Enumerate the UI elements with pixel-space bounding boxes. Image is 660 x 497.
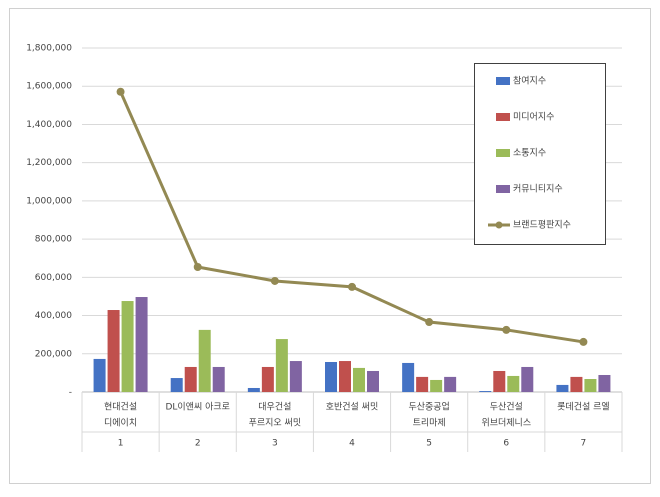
y-tick-label: 200,000 bbox=[35, 349, 72, 359]
line-marker bbox=[579, 337, 588, 346]
bar bbox=[247, 387, 260, 392]
x-tick-label: 두산건설 bbox=[490, 402, 523, 413]
y-tick-label: 1,400,000 bbox=[26, 120, 72, 130]
bar bbox=[184, 366, 197, 392]
line-marker bbox=[502, 325, 511, 334]
x-tick-label: 롯데건설 르엘 bbox=[557, 402, 610, 413]
line-marker bbox=[116, 87, 125, 96]
bar bbox=[198, 329, 211, 392]
x-tick-label: 푸르지오 써밋 bbox=[249, 418, 302, 429]
line-marker bbox=[425, 318, 434, 327]
bar bbox=[479, 391, 492, 392]
x-tick-label: 디에이치 bbox=[104, 417, 137, 429]
bar bbox=[556, 384, 569, 392]
x-tick-label: DL이앤씨 아크로 bbox=[165, 402, 230, 413]
bar bbox=[493, 370, 506, 392]
rank-label: 2 bbox=[195, 439, 201, 449]
bar bbox=[430, 379, 443, 392]
x-tick-label: 호반건설 써밋 bbox=[326, 402, 379, 413]
legend-label: 소통지수 bbox=[513, 148, 546, 159]
bar bbox=[598, 374, 611, 392]
legend-swatch bbox=[496, 185, 510, 193]
legend-swatch-marker bbox=[495, 221, 503, 229]
bar bbox=[570, 376, 583, 392]
bar bbox=[521, 366, 534, 392]
legend-label: 미디어지수 bbox=[513, 112, 554, 123]
bar bbox=[507, 375, 520, 392]
bar bbox=[275, 339, 288, 392]
y-tick-label: 600,000 bbox=[35, 273, 72, 283]
rank-label: 7 bbox=[581, 439, 587, 449]
rank-label: 3 bbox=[272, 439, 278, 449]
line-marker bbox=[193, 263, 202, 272]
y-tick-label: - bbox=[69, 388, 72, 398]
bar bbox=[261, 366, 274, 392]
line-marker bbox=[348, 282, 356, 291]
y-tick-label: 1,200,000 bbox=[26, 158, 72, 168]
bar bbox=[121, 301, 134, 392]
x-tick-label: 위브더제니스 bbox=[481, 418, 531, 429]
bar bbox=[212, 366, 225, 392]
legend-swatch bbox=[496, 113, 510, 121]
bar bbox=[444, 376, 457, 392]
y-tick-label: 800,000 bbox=[35, 235, 72, 245]
bar bbox=[325, 361, 337, 392]
bar bbox=[367, 370, 379, 392]
bar bbox=[584, 379, 597, 392]
bar bbox=[93, 358, 106, 392]
legend-swatch bbox=[496, 149, 510, 157]
bar bbox=[289, 361, 302, 392]
x-tick-label: 트리마제 bbox=[413, 418, 446, 429]
rank-label: 1 bbox=[118, 439, 124, 449]
legend-label: 커뮤니티지수 bbox=[513, 184, 563, 195]
y-tick-label: 1,800,000 bbox=[26, 44, 72, 54]
line-marker bbox=[270, 276, 279, 285]
y-tick-label: 1,600,000 bbox=[26, 82, 72, 92]
x-tick-label: 두산중공업 bbox=[408, 402, 449, 413]
x-tick-label: 대우건설 bbox=[258, 402, 291, 413]
bar bbox=[353, 367, 365, 392]
x-tick-label: 현대건설 bbox=[104, 402, 137, 413]
bar bbox=[416, 376, 429, 392]
bar bbox=[107, 310, 120, 392]
legend-label: 브랜드평판지수 bbox=[513, 220, 571, 231]
bar bbox=[402, 362, 415, 392]
bar bbox=[339, 361, 351, 392]
bar bbox=[170, 378, 183, 392]
bar bbox=[135, 297, 148, 392]
rank-label: 5 bbox=[426, 439, 432, 449]
rank-label: 4 bbox=[349, 439, 355, 449]
y-tick-label: 1,000,000 bbox=[26, 196, 72, 206]
legend-label: 참여지수 bbox=[513, 75, 546, 87]
rank-label: 6 bbox=[503, 439, 509, 449]
legend-swatch bbox=[496, 77, 510, 85]
y-tick-label: 400,000 bbox=[35, 311, 72, 321]
